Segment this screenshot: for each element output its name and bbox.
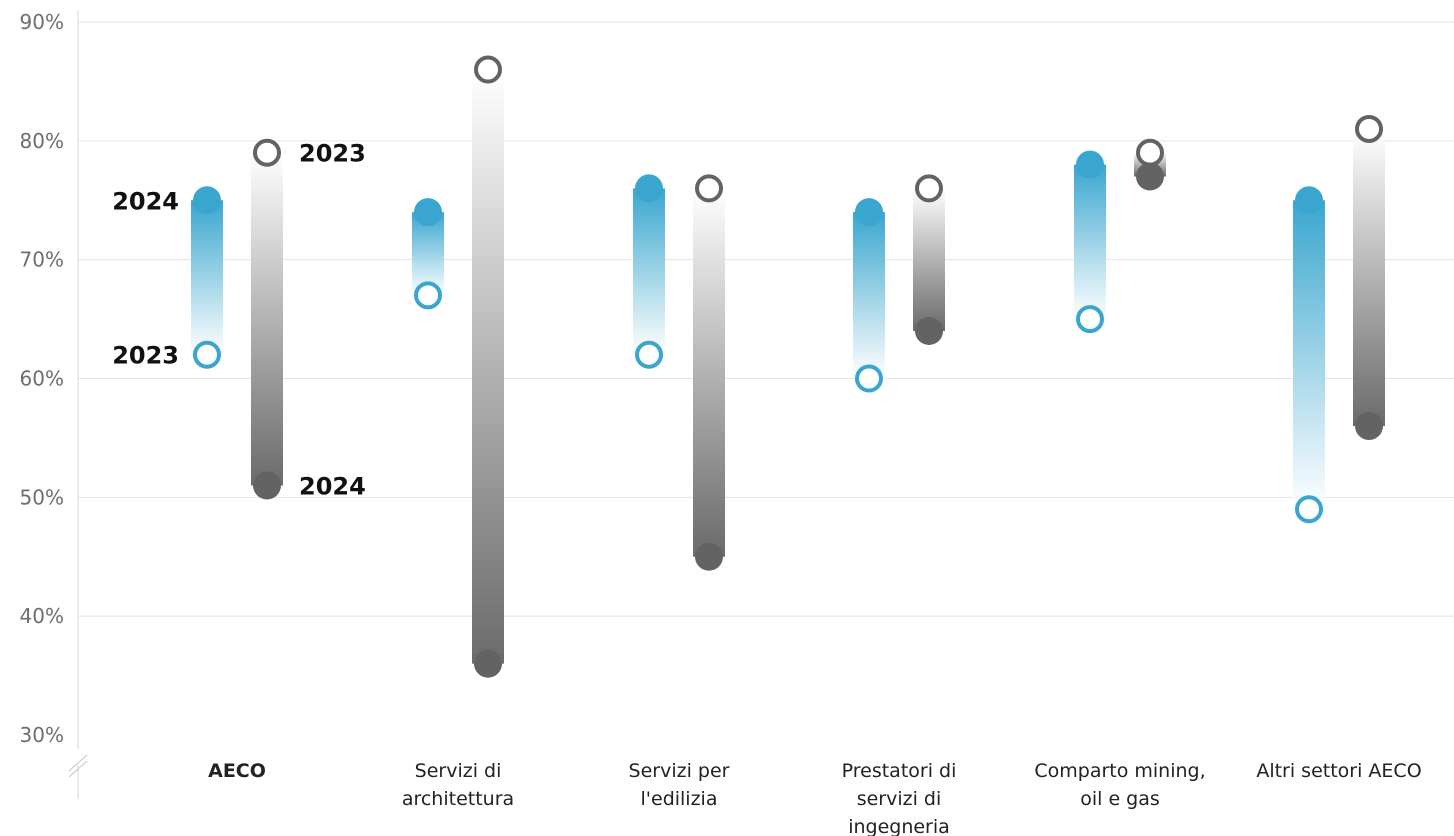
y-tick-label: 90%: [20, 10, 64, 34]
point-2023: [1136, 138, 1164, 167]
y-tick-label: 70%: [20, 248, 64, 272]
point-2023: [253, 138, 281, 167]
category-label: Servizi di: [415, 760, 502, 782]
year-annotation: 2024: [299, 472, 366, 500]
y-tick-label: 40%: [20, 604, 64, 628]
range-bar: [913, 188, 945, 331]
point-2024: [474, 649, 502, 678]
point-2023: [193, 340, 221, 369]
category-label: AECO: [208, 760, 266, 782]
y-tick-label: 60%: [20, 367, 64, 391]
category-label: Servizi per: [629, 760, 730, 782]
category-label: architettura: [402, 788, 514, 810]
annotations: 2024 2023 2023 2024: [112, 140, 366, 501]
point-2023: [1355, 114, 1383, 143]
data-points: [193, 55, 1383, 678]
point-2023: [474, 55, 502, 84]
point-2023: [1295, 495, 1323, 524]
point-2023: [1076, 305, 1104, 334]
point-2024: [414, 198, 442, 227]
category-label: servizi di: [857, 788, 942, 810]
point-2024: [635, 174, 663, 203]
range-bar: [1353, 128, 1385, 427]
point-2024: [695, 542, 723, 571]
range-bar: [191, 200, 223, 355]
point-2024: [253, 471, 281, 500]
x-axis-categories: AECO Servizi di architettura Servizi per l'e…: [208, 760, 1422, 836]
category-label: l'edilizia: [641, 788, 718, 810]
point-2024: [1076, 150, 1104, 179]
point-2024: [915, 316, 943, 345]
range-bar: [1293, 200, 1325, 510]
y-tick-label: 30%: [20, 723, 64, 747]
y-axis: 30% 40% 50% 60% 70% 80% 90%: [20, 10, 88, 799]
year-annotation: 2023: [112, 342, 179, 370]
point-2023: [915, 174, 943, 203]
range-bar: [693, 188, 725, 557]
category-label: oil e gas: [1080, 788, 1160, 810]
axis-break-mark: [68, 754, 88, 772]
category-label: Altri settori AECO: [1256, 760, 1421, 782]
range-bar: [1074, 164, 1106, 320]
axis-break-mark: [68, 760, 88, 778]
y-tick-label: 80%: [20, 129, 64, 153]
range-bar: [853, 212, 885, 379]
category-label: Comparto mining,: [1034, 760, 1205, 782]
range-bar: [472, 69, 504, 664]
year-annotation: 2024: [112, 187, 179, 215]
grid-lines: [78, 21, 1454, 617]
point-2023: [695, 174, 723, 203]
range-bar: [633, 188, 665, 355]
range-bars: [191, 69, 1385, 664]
point-2024: [1136, 162, 1164, 191]
point-2023: [855, 364, 883, 393]
point-2024: [855, 198, 883, 227]
point-2024: [1295, 186, 1323, 215]
year-annotation: 2023: [299, 140, 366, 168]
point-2024: [193, 186, 221, 215]
range-bar: [251, 152, 283, 486]
point-2023: [414, 281, 442, 310]
category-label: Prestatori di: [842, 760, 957, 782]
point-2024: [1355, 412, 1383, 441]
category-label: ingegneria: [848, 816, 950, 836]
y-tick-label: 50%: [20, 485, 64, 509]
point-2023: [635, 340, 663, 369]
